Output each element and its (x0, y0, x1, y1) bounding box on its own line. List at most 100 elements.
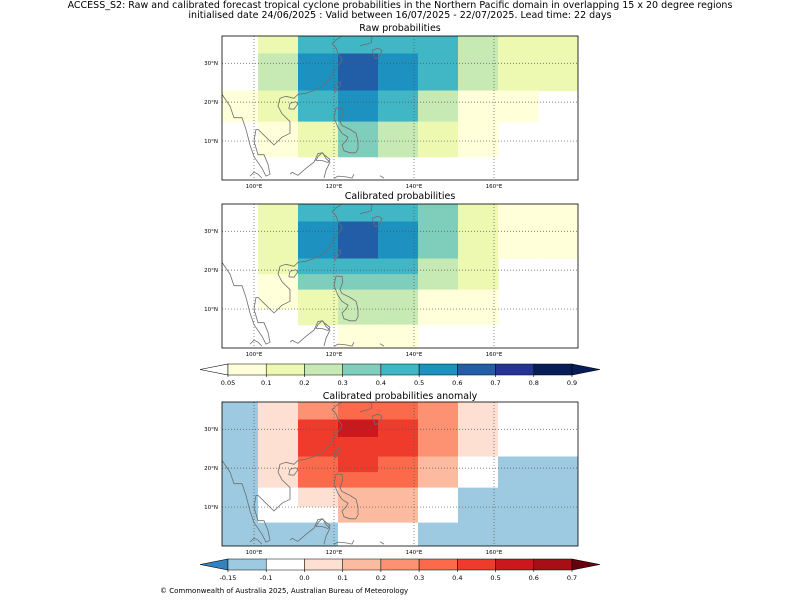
region-cell (298, 53, 339, 72)
coastline-path (371, 215, 383, 228)
region-cell (458, 309, 499, 326)
coastline-path (333, 81, 341, 93)
region-cell (258, 204, 299, 223)
colorbar-segment (227, 558, 267, 571)
colorbar-segment (265, 363, 305, 376)
region-cell (338, 437, 379, 458)
region-cell (378, 121, 419, 142)
y-tick-label: 20°N (204, 268, 218, 274)
x-tick-label: 120°E (326, 184, 343, 190)
region-cell (378, 90, 419, 107)
colorbar-segment (418, 558, 458, 571)
coastline-path (315, 518, 331, 529)
y-tick-label: 10°N (204, 505, 218, 511)
region-cell (418, 121, 459, 142)
region-cell (338, 204, 379, 223)
y-tick-label: 10°N (204, 139, 218, 145)
coastline-path (289, 518, 331, 545)
region-cell (298, 487, 339, 508)
copyright-notice: © Commonwealth of Australia 2025, Austra… (160, 587, 409, 595)
colorbar-tick-label: 0.4 (376, 379, 386, 387)
region-cell (418, 437, 459, 458)
x-tick-label: 100°E (246, 184, 263, 190)
x-tick-label: 140°E (406, 352, 423, 358)
map-panel-3: 100°E 120°E 140°E 160°E 10°N 20°N 30°N (204, 401, 579, 556)
colorbar-tick-label: 0.2 (299, 379, 309, 387)
region-cell (538, 71, 578, 92)
region-cell (338, 53, 379, 72)
region-cell (298, 419, 339, 438)
region-cell (458, 487, 578, 508)
colorbar-segment (380, 558, 420, 571)
y-tick-label: 30°N (204, 427, 218, 433)
region-cell (298, 36, 339, 55)
region-cell (538, 221, 578, 240)
region-cell (338, 309, 379, 326)
region-cell (338, 507, 379, 524)
region-cell (258, 71, 299, 92)
colorbar-tick-label: -0.15 (220, 574, 237, 582)
region-cell (258, 106, 299, 123)
map-frame (221, 35, 579, 181)
region-cell (222, 402, 259, 421)
coastline-path (333, 342, 355, 347)
coastline-path (249, 339, 263, 347)
region-cell (298, 258, 339, 275)
coastline-path (222, 402, 343, 543)
region-cell (378, 239, 419, 260)
colorbar-tick-label: 0.3 (414, 574, 424, 582)
probability-cells (258, 204, 578, 348)
region-cell (258, 419, 299, 438)
region-cell (298, 274, 339, 291)
grid-lines (222, 402, 578, 546)
colorbar-tick-label: 0.2 (376, 574, 386, 582)
y-tick-label: 20°N (204, 466, 218, 472)
region-cell (298, 221, 339, 240)
region-cell (258, 121, 299, 142)
region-cell (338, 36, 379, 55)
region-cell (378, 204, 419, 223)
coastline-path (379, 343, 385, 347)
colorbar-segment (533, 363, 573, 376)
region-cell (418, 487, 459, 508)
region-cell (418, 53, 459, 72)
region-cell (378, 487, 419, 508)
region-cell (298, 437, 339, 458)
region-cell (378, 53, 419, 72)
coastline (222, 402, 385, 545)
region-cell (378, 402, 419, 421)
colorbar-tick-label: 0.0 (299, 574, 309, 582)
panel-title-calibrated: Calibrated probabilities (344, 191, 456, 202)
x-tick-label: 160°E (486, 352, 503, 358)
region-cell (378, 258, 419, 275)
region-cell (378, 289, 419, 310)
x-tick-label: 140°E (406, 550, 423, 556)
region-cell (498, 90, 539, 107)
region-cell (418, 141, 459, 158)
region-cell (298, 456, 339, 473)
region-cell (378, 221, 419, 240)
region-cell (338, 472, 379, 489)
colorbar-segment (457, 363, 496, 376)
region-cell (258, 507, 299, 524)
region-cell (378, 456, 419, 473)
coastline-path (333, 107, 359, 154)
colorbar-anomaly: -0.15 -0.1 0.0 0.1 0.2 0.3 0.4 0.5 0.6 0.7 (199, 558, 601, 582)
colorbar-over-triangle (571, 558, 601, 571)
region-cell (258, 274, 299, 291)
region-cell (258, 258, 299, 275)
region-cell (418, 36, 459, 55)
x-tick-label: 140°E (406, 184, 423, 190)
colorbar-under-triangle (199, 363, 229, 376)
map-panel-2: 100°E 120°E 140°E 160°E 10°N 20°N 30°N (204, 203, 579, 358)
region-cell (538, 204, 578, 223)
coastline-path (289, 320, 331, 347)
region-cell (222, 90, 259, 107)
region-cell (498, 221, 539, 240)
region-cell (498, 71, 539, 92)
region-cell (298, 309, 339, 326)
coastline-path (333, 447, 341, 459)
colorbar-segment (533, 558, 573, 571)
probability-cells (222, 402, 578, 546)
